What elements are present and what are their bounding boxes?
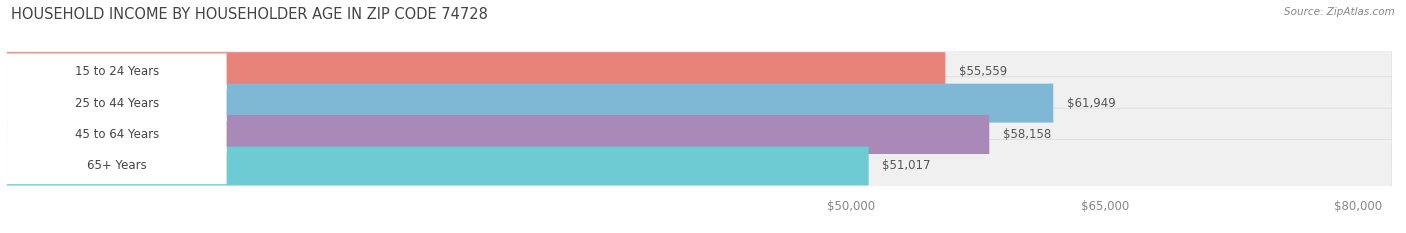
FancyBboxPatch shape [7, 116, 226, 153]
Text: 45 to 64 Years: 45 to 64 Years [75, 128, 159, 141]
Text: 15 to 24 Years: 15 to 24 Years [75, 65, 159, 78]
Text: $51,017: $51,017 [882, 159, 931, 172]
Text: 25 to 44 Years: 25 to 44 Years [75, 97, 159, 110]
FancyBboxPatch shape [7, 52, 945, 91]
FancyBboxPatch shape [7, 140, 1392, 192]
FancyBboxPatch shape [7, 85, 226, 121]
FancyBboxPatch shape [7, 108, 1392, 161]
Text: $58,158: $58,158 [1002, 128, 1052, 141]
Text: Source: ZipAtlas.com: Source: ZipAtlas.com [1284, 7, 1395, 17]
FancyBboxPatch shape [7, 84, 1053, 123]
Text: 65+ Years: 65+ Years [87, 159, 146, 172]
FancyBboxPatch shape [7, 45, 1392, 98]
FancyBboxPatch shape [7, 115, 990, 154]
FancyBboxPatch shape [7, 77, 1392, 130]
FancyBboxPatch shape [7, 148, 226, 184]
Text: $61,949: $61,949 [1067, 97, 1115, 110]
FancyBboxPatch shape [7, 147, 869, 185]
Text: $55,559: $55,559 [959, 65, 1007, 78]
Text: HOUSEHOLD INCOME BY HOUSEHOLDER AGE IN ZIP CODE 74728: HOUSEHOLD INCOME BY HOUSEHOLDER AGE IN Z… [11, 7, 488, 22]
FancyBboxPatch shape [7, 53, 226, 90]
